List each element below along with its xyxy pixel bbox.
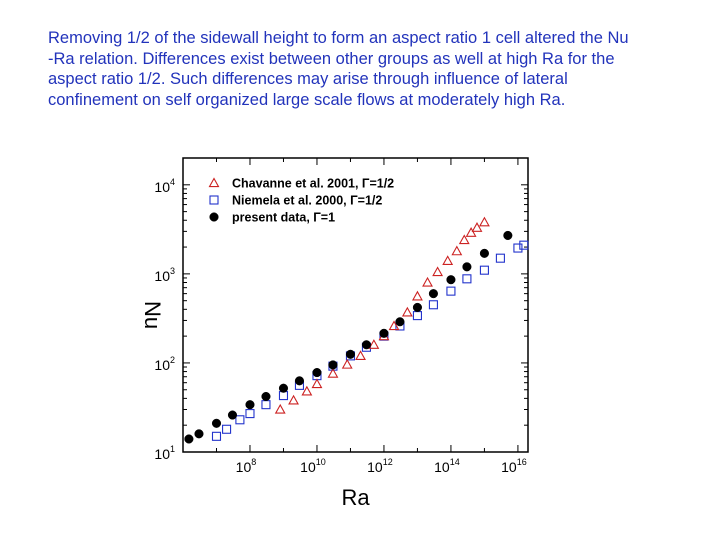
data-point-open-square bbox=[462, 274, 472, 284]
legend-marker-filled-circle bbox=[209, 212, 219, 222]
data-point-open-triangle bbox=[401, 306, 413, 317]
data-point-open-triangle bbox=[341, 358, 353, 369]
data-point-open-triangle bbox=[465, 227, 477, 237]
data-point-open-square bbox=[211, 431, 222, 441]
data-point-open-square bbox=[519, 240, 529, 250]
data-point-open-triangle bbox=[432, 266, 444, 277]
legend-label: Niemela et al. 2000, Γ=1/2 bbox=[232, 194, 382, 208]
data-point-filled-circle bbox=[184, 434, 194, 444]
data-point-filled-circle bbox=[428, 289, 438, 299]
series-filled-circle bbox=[184, 230, 513, 444]
y-tick-label: 103 bbox=[154, 266, 175, 284]
data-point-open-square bbox=[278, 391, 289, 401]
data-point-filled-circle bbox=[345, 349, 356, 359]
data-point-open-square bbox=[446, 286, 456, 296]
y-tick-label: 101 bbox=[154, 444, 175, 462]
data-point-open-square bbox=[513, 243, 523, 253]
data-point-filled-circle bbox=[328, 360, 338, 370]
legend-marker-open-triangle bbox=[208, 177, 220, 188]
series-open-square bbox=[211, 240, 529, 441]
data-point-filled-circle bbox=[379, 328, 389, 338]
data-point-open-triangle bbox=[451, 245, 463, 256]
legend-label: present data, Γ=1 bbox=[232, 211, 335, 225]
data-point-open-square bbox=[245, 409, 255, 419]
data-point-filled-circle bbox=[312, 367, 322, 378]
data-point-open-square bbox=[412, 311, 422, 321]
data-point-open-square bbox=[428, 300, 438, 310]
series-open-triangle bbox=[274, 216, 490, 414]
x-tick-label: 1012 bbox=[367, 457, 393, 475]
data-point-filled-circle bbox=[278, 383, 289, 393]
legend-label: Chavanne et al. 2001, Γ=1/2 bbox=[232, 177, 394, 191]
data-point-open-triangle bbox=[471, 222, 483, 232]
data-point-filled-circle bbox=[503, 230, 513, 241]
data-point-filled-circle bbox=[446, 275, 456, 285]
plot-frame bbox=[182, 157, 529, 453]
data-point-filled-circle bbox=[412, 302, 422, 312]
data-point-filled-circle bbox=[261, 391, 271, 402]
data-point-open-square bbox=[222, 424, 232, 434]
data-point-filled-circle bbox=[227, 410, 238, 420]
data-point-filled-circle bbox=[245, 400, 255, 410]
data-point-filled-circle bbox=[194, 429, 204, 439]
data-point-open-square bbox=[235, 415, 245, 425]
x-axis-title: Ra bbox=[341, 485, 370, 510]
data-point-open-triangle bbox=[412, 290, 423, 301]
data-point-open-triangle bbox=[368, 339, 380, 349]
data-point-open-square bbox=[261, 400, 271, 410]
x-tick-label: 1014 bbox=[434, 457, 460, 475]
data-point-filled-circle bbox=[462, 262, 472, 272]
data-point-open-triangle bbox=[355, 350, 366, 361]
data-point-filled-circle bbox=[211, 418, 222, 428]
caption-line-3: aspect ratio 1/2. Such differences may a… bbox=[48, 70, 568, 88]
caption-text: Removing 1/2 of the sidewall height to f… bbox=[48, 28, 698, 110]
legend: Chavanne et al. 2001, Γ=1/2 Niemela et al… bbox=[208, 177, 394, 225]
x-tick-label: 108 bbox=[236, 457, 257, 475]
legend-marker-open-square bbox=[209, 195, 219, 205]
data-point-open-square bbox=[479, 265, 489, 275]
data-point-filled-circle bbox=[479, 248, 489, 258]
data-point-open-triangle bbox=[301, 385, 313, 396]
data-point-open-triangle bbox=[422, 276, 433, 287]
caption-line-4: confinement on self organized large scal… bbox=[48, 90, 566, 109]
y-axis-title: Nu bbox=[140, 301, 165, 329]
y-tick-label: 102 bbox=[154, 355, 175, 373]
data-point-open-triangle bbox=[327, 367, 339, 378]
data-point-open-triangle bbox=[274, 403, 286, 414]
x-tick-label: 1010 bbox=[300, 457, 326, 475]
data-point-open-triangle bbox=[458, 234, 470, 245]
x-tick-label: 1016 bbox=[501, 457, 527, 475]
caption-line-1: Removing 1/2 of the sidewall height to f… bbox=[48, 29, 629, 47]
y-tick-label: 104 bbox=[154, 177, 175, 195]
caption-line-2: -Ra relation. Differences exist between … bbox=[48, 49, 615, 68]
data-point-open-triangle bbox=[288, 394, 299, 405]
data-point-filled-circle bbox=[294, 376, 305, 386]
data-point-open-triangle bbox=[311, 378, 323, 389]
data-point-open-square bbox=[495, 253, 505, 263]
data-point-open-triangle bbox=[478, 216, 490, 227]
data-point-filled-circle bbox=[395, 317, 405, 327]
data-point-filled-circle bbox=[361, 340, 371, 350]
data-point-open-triangle bbox=[388, 320, 400, 331]
data-point-open-triangle bbox=[442, 255, 454, 266]
